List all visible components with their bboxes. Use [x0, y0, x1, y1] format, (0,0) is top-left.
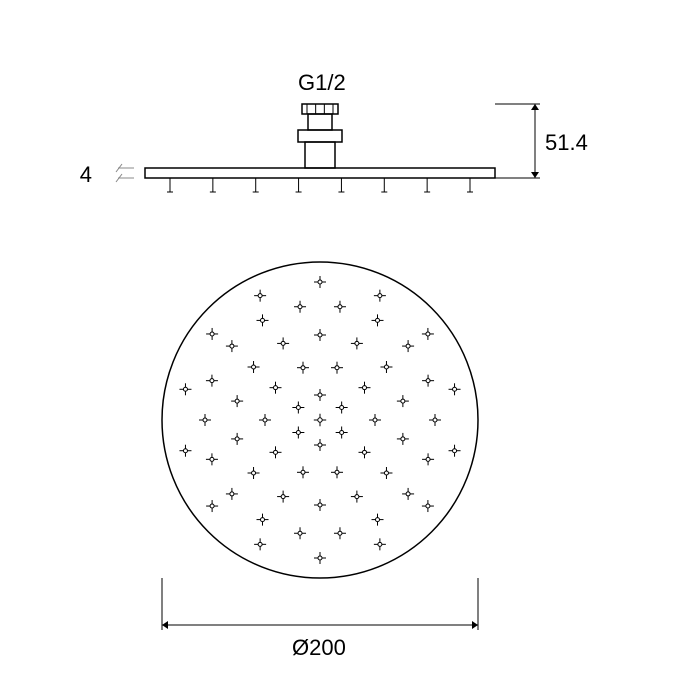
side-elevation-view: 4 51.4 G1/2: [80, 70, 588, 192]
plan-view: Ø200: [162, 262, 478, 660]
dim-plate-thickness: 4: [80, 162, 92, 187]
dim-diameter: Ø200: [292, 635, 346, 660]
dim-thread: G1/2: [298, 70, 346, 95]
dim-height: 51.4: [545, 130, 588, 155]
technical-drawing: 4 51.4 G1/2 Ø200: [0, 0, 700, 700]
